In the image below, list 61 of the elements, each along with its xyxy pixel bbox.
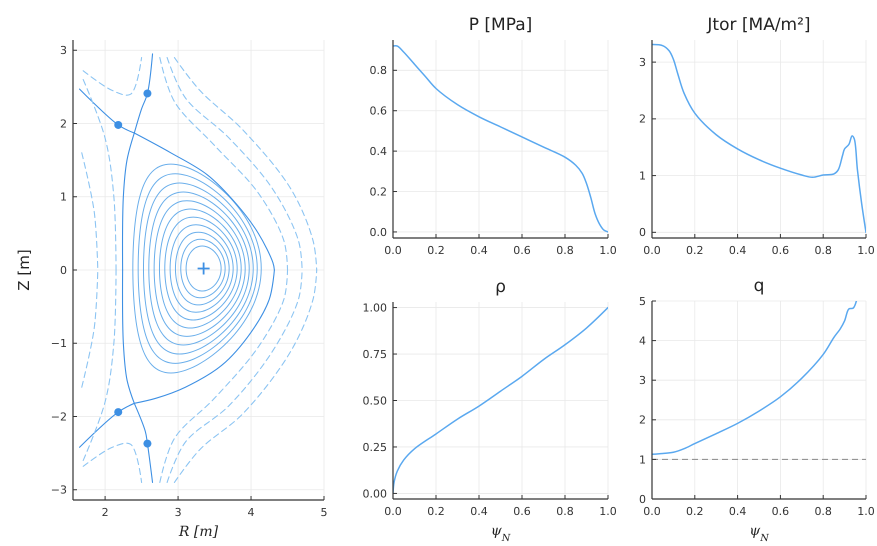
x-tick-label: 4 [248,506,255,519]
y-tick-label: 0 [639,492,646,506]
y-tick-label: 3 [60,44,67,58]
y-tick-label: 0 [60,264,67,277]
y-tick-label: 0 [639,226,646,240]
y-axis-title: Z [m] [15,249,33,291]
x-axis-title: ψ$_{N}$ [749,523,770,544]
x-tick-label: 0.6 [513,505,531,518]
x-tick-label: 0.4 [728,244,746,257]
y-tick-label: 1 [60,190,67,204]
x-tick-label: 0.4 [470,244,488,257]
x-axis-title: R [m] [178,524,219,540]
y-tick-label: 0.50 [362,394,387,408]
x-tick-label: 0.2 [686,505,704,518]
x-tick-label: 0.2 [427,505,445,518]
y-tick-label: −2 [50,410,67,424]
y-tick-label: 0.2 [370,185,387,198]
x-tick-label: 1.0 [599,505,617,518]
x-tick-label: 0.6 [772,505,790,518]
y-tick-label: 5 [639,294,646,308]
x-tick-label: 0.8 [814,505,832,518]
y-tick-label: 0.6 [370,104,387,118]
chart-title: Jtor [MA/m²] [706,15,811,35]
y-tick-label: −1 [50,337,67,350]
x-tick-label: 0.6 [772,244,790,257]
x-tick-label: 0.8 [556,244,574,257]
y-tick-label: 3 [639,374,646,388]
x-tick-label: 0.2 [686,244,704,257]
y-tick-label: 1 [639,169,646,182]
y-tick-label: 3 [639,56,646,69]
y-tick-label: 0.00 [362,487,387,500]
x-tick-label: 0.4 [728,505,746,518]
y-tick-label: 0.25 [362,440,387,454]
chart-title: P [MPa] [468,15,532,35]
y-tick-label: 2 [639,112,646,126]
x-tick-label: 1.0 [857,505,875,518]
x-axis-title: ψ$_{N}$ [490,523,511,544]
x-tick-label: 0.0 [384,244,402,257]
chart-title: q [754,276,764,296]
x-tick-label: 1.0 [599,244,617,257]
x-tick-label: 3 [174,506,182,519]
y-tick-label: 1.00 [362,301,387,314]
x-tick-label: 5 [320,506,328,519]
x-tick-label: 0.2 [427,244,445,257]
x-tick-label: 0.4 [470,505,488,518]
y-tick-label: −3 [50,484,67,497]
y-tick-label: 4 [639,334,646,348]
y-tick-label: 2 [60,117,67,130]
y-tick-label: 2 [639,414,646,427]
x-tick-label: 0.8 [814,244,832,257]
x-tick-label: 2 [102,506,109,519]
x-tick-label: 0.0 [384,505,402,518]
y-tick-label: 0.0 [370,226,387,239]
x-tick-label: 0.8 [556,505,574,518]
y-tick-label: 0.8 [370,64,387,78]
x-tick-label: 1.0 [857,244,875,257]
chart-title: ρ [495,277,506,297]
y-tick-label: 0.4 [370,144,387,158]
y-tick-label: 0.75 [362,348,387,361]
x-tick-label: 0.6 [513,244,531,257]
y-tick-label: 1 [639,453,646,466]
